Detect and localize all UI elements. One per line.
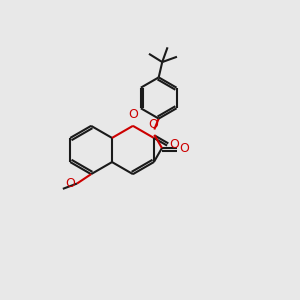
Text: O: O: [129, 108, 139, 121]
Text: O: O: [65, 177, 75, 190]
Text: O: O: [169, 139, 179, 152]
Text: O: O: [179, 142, 189, 155]
Text: O: O: [148, 118, 158, 131]
